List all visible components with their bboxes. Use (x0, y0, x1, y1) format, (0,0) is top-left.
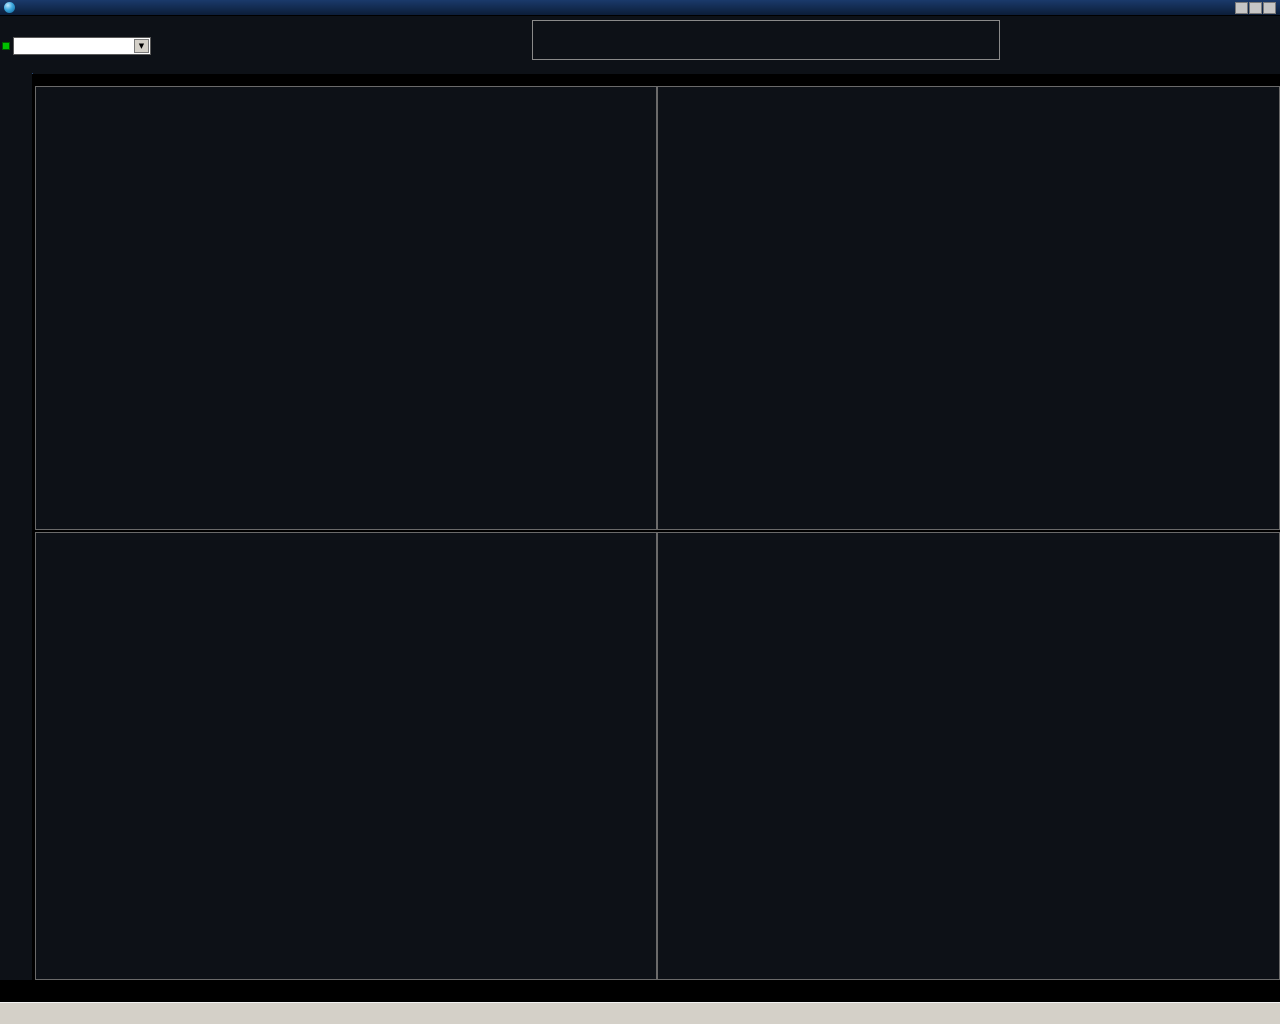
chart-panel-esm21[interactable] (657, 86, 1280, 530)
window-titlebar[interactable] (0, 0, 1280, 16)
window-controls[interactable] (1235, 1, 1278, 14)
chart-panel-ngj21[interactable] (35, 86, 657, 530)
data-bar-table (532, 20, 1000, 60)
bottom-taskbar[interactable] (0, 1002, 1280, 1024)
data-feed-badge (2, 41, 10, 50)
data-bar-header-row (533, 21, 999, 40)
data-bar-value-row (533, 40, 999, 59)
minimize-button[interactable] (1235, 1, 1248, 14)
left-toolbar[interactable] (0, 62, 32, 980)
chart-panel-btcj21[interactable] (657, 532, 1280, 980)
app-logo-icon (4, 2, 15, 13)
close-button[interactable] (1263, 1, 1276, 14)
menu-bar[interactable] (0, 16, 4, 35)
maximize-button[interactable] (1249, 1, 1262, 14)
chevron-down-icon[interactable]: ▼ (134, 38, 149, 53)
chart-panel-clk21[interactable] (35, 532, 657, 980)
symbol-combobox[interactable]: ▼ (13, 36, 151, 55)
